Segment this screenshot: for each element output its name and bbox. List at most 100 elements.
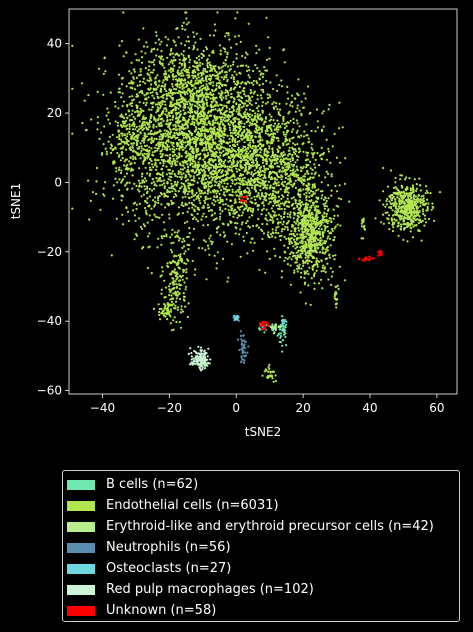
data-point xyxy=(201,215,204,218)
data-point xyxy=(249,241,252,244)
data-point xyxy=(253,241,256,244)
data-point xyxy=(203,94,206,97)
data-point xyxy=(219,109,222,112)
data-point xyxy=(233,149,236,152)
data-point xyxy=(338,101,341,104)
data-point xyxy=(263,180,266,183)
data-point xyxy=(150,168,153,171)
data-point xyxy=(303,130,306,133)
data-point xyxy=(276,148,279,151)
data-point xyxy=(165,235,168,238)
data-point xyxy=(238,174,241,177)
data-point xyxy=(187,100,190,103)
data-point xyxy=(258,48,261,51)
data-point xyxy=(107,111,110,114)
data-point xyxy=(249,192,252,195)
data-point xyxy=(126,132,129,135)
data-point xyxy=(151,91,154,94)
data-point xyxy=(144,104,147,107)
data-point xyxy=(117,73,121,76)
data-point xyxy=(219,134,222,137)
data-point xyxy=(219,93,222,96)
data-point xyxy=(206,85,209,88)
data-point xyxy=(240,122,243,125)
data-point xyxy=(306,169,309,172)
data-point xyxy=(292,252,295,255)
data-point xyxy=(308,191,311,195)
data-point xyxy=(334,254,337,257)
data-point xyxy=(122,11,125,14)
data-point xyxy=(193,138,196,141)
data-point xyxy=(189,154,192,157)
data-point xyxy=(230,163,233,166)
data-point xyxy=(271,151,274,154)
data-point xyxy=(219,111,223,114)
data-point xyxy=(288,138,291,141)
data-point xyxy=(175,184,178,187)
data-point xyxy=(283,212,286,216)
data-point xyxy=(249,200,252,203)
data-point xyxy=(270,207,273,210)
data-point xyxy=(162,96,165,99)
data-point xyxy=(181,145,184,149)
data-point xyxy=(148,108,151,111)
data-point xyxy=(222,150,225,153)
data-point xyxy=(320,259,323,263)
data-point xyxy=(212,119,215,122)
data-point xyxy=(190,123,193,126)
data-point xyxy=(142,246,145,249)
data-point xyxy=(212,81,215,84)
data-point xyxy=(177,118,180,122)
data-point xyxy=(190,213,193,216)
data-point xyxy=(303,179,306,182)
data-point xyxy=(313,206,316,209)
data-point xyxy=(250,171,253,174)
data-point xyxy=(314,250,317,253)
data-point xyxy=(307,182,310,185)
data-point xyxy=(160,243,163,246)
data-point xyxy=(299,276,303,279)
data-point xyxy=(286,257,289,260)
data-point xyxy=(280,234,283,237)
data-point xyxy=(248,216,251,219)
data-point xyxy=(206,62,209,65)
data-point xyxy=(173,41,176,44)
data-point xyxy=(205,155,208,158)
data-point xyxy=(116,124,119,127)
data-point xyxy=(310,146,313,149)
data-point xyxy=(260,97,263,100)
data-point xyxy=(330,227,333,231)
data-point xyxy=(312,153,315,156)
data-point xyxy=(232,121,235,124)
data-point xyxy=(323,252,326,255)
data-point xyxy=(277,333,280,336)
data-point xyxy=(218,44,221,47)
data-point xyxy=(255,190,258,193)
data-point xyxy=(247,191,250,194)
data-point xyxy=(159,152,162,155)
data-point xyxy=(274,196,277,199)
data-point xyxy=(326,245,329,248)
data-point xyxy=(132,121,135,124)
data-point xyxy=(292,234,295,237)
data-point xyxy=(238,186,241,189)
data-point xyxy=(232,78,235,81)
data-point xyxy=(326,205,329,208)
data-point xyxy=(280,182,283,186)
data-point xyxy=(310,204,313,207)
data-point xyxy=(182,134,185,137)
data-point xyxy=(302,203,305,206)
data-point xyxy=(146,72,149,75)
data-point xyxy=(296,214,299,217)
data-point xyxy=(136,110,139,113)
data-point xyxy=(188,142,191,145)
data-point xyxy=(154,159,157,162)
data-point xyxy=(272,204,275,207)
data-point xyxy=(337,197,340,200)
data-point xyxy=(312,190,315,193)
data-point xyxy=(202,192,205,195)
data-point xyxy=(293,163,296,166)
data-point xyxy=(203,185,206,188)
data-point xyxy=(288,233,291,236)
data-point xyxy=(195,191,198,194)
